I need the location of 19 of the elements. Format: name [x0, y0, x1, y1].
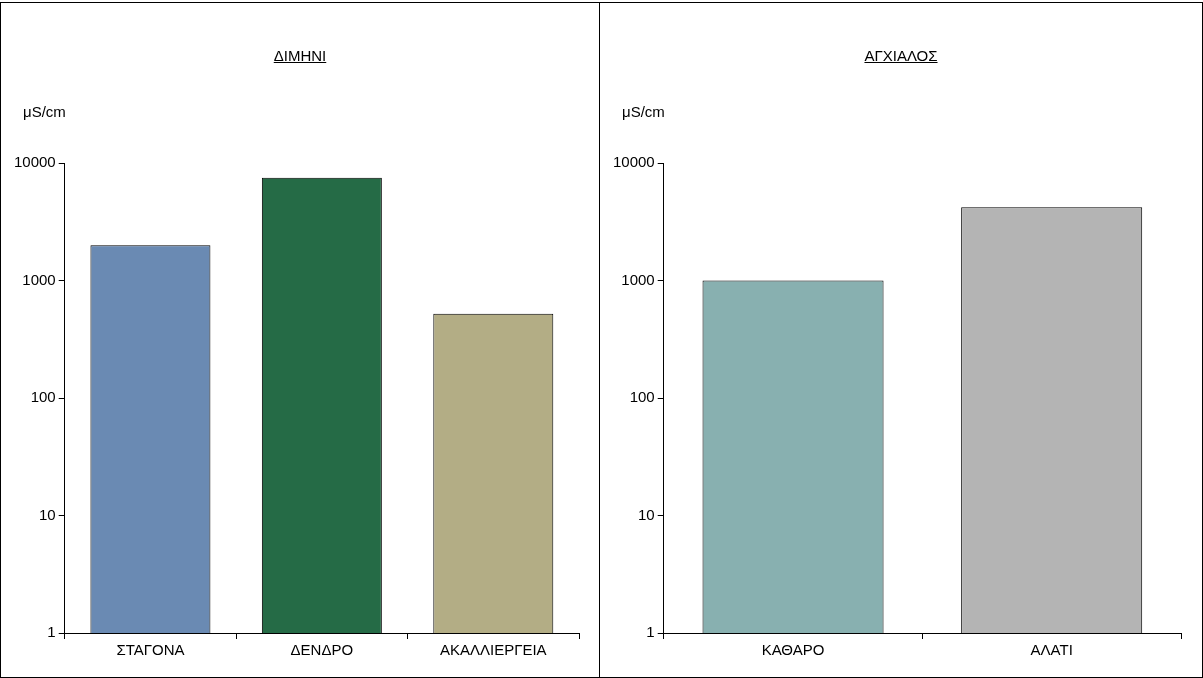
- x-tick-label: ΚΑΘΑΡΟ: [761, 641, 825, 659]
- y-tick-label: 10000: [13, 153, 56, 171]
- y-tick-label: 10: [39, 505, 56, 523]
- y-axis-title: μS/cm: [622, 103, 665, 120]
- y-axis-title: μS/cm: [23, 103, 66, 120]
- x-tick-label: ΣΤΑΓΟΝΑ: [116, 641, 185, 659]
- y-tick-label: 100: [30, 388, 56, 406]
- chart-title: ΑΓΧΙΑΛΟΣ: [863, 47, 939, 64]
- x-tick-label: ΑΚΑΛΛΙΕΡΓΕΙΑ: [439, 641, 547, 659]
- y-tick-label: 1: [47, 623, 56, 641]
- y-tick-label: 1: [646, 623, 655, 641]
- x-tick-label: ΑΛΑΤΙ: [1030, 641, 1073, 659]
- y-tick-label: 1000: [621, 270, 655, 288]
- y-tick-label: 100: [629, 388, 655, 406]
- y-tick-label: 10: [638, 505, 655, 523]
- y-tick-label: 10000: [612, 153, 655, 171]
- chart-title: ΔΙΜΗΝΙ: [272, 47, 328, 64]
- y-tick-label: 1000: [22, 270, 56, 288]
- x-tick-label: ΔΕΝΔΡΟ: [290, 641, 354, 659]
